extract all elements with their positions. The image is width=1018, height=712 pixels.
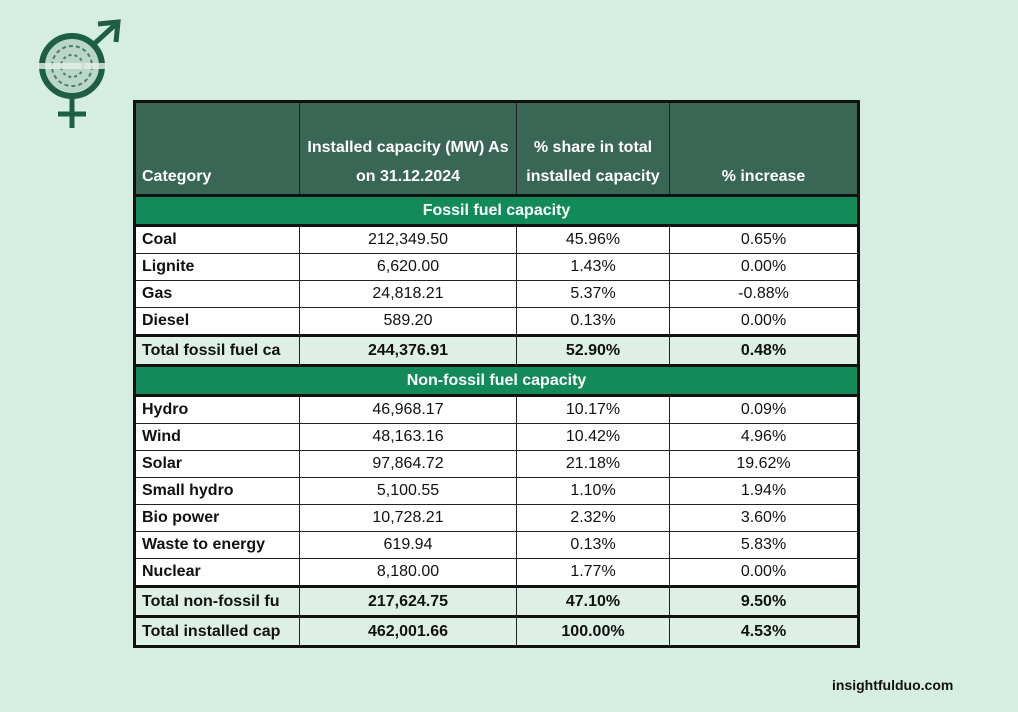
cell-increase: 5.83% <box>669 531 859 559</box>
cell-increase: 0.09% <box>669 395 859 424</box>
table-row: Coal 212,349.50 45.96% 0.65% <box>134 225 859 254</box>
cell-category: Solar <box>134 450 300 478</box>
table-row: Nuclear 8,180.00 1.77% 0.00% <box>134 558 859 587</box>
table-row: Small hydro 5,100.55 1.10% 1.94% <box>134 477 859 505</box>
cell-share: 45.96% <box>516 225 670 254</box>
cell-capacity: 24,818.21 <box>299 280 517 308</box>
cell-increase: 0.00% <box>669 307 859 336</box>
cell-increase: 4.53% <box>669 615 859 647</box>
cell-increase: 1.94% <box>669 477 859 505</box>
cell-share: 1.43% <box>516 253 670 281</box>
cell-share: 0.13% <box>516 531 670 559</box>
table-row: Bio power 10,728.21 2.32% 3.60% <box>134 504 859 532</box>
cell-share: 2.32% <box>516 504 670 532</box>
cell-share: 100.00% <box>516 615 670 647</box>
cell-increase: -0.88% <box>669 280 859 308</box>
cell-increase: 3.60% <box>669 504 859 532</box>
cell-category: Small hydro <box>134 477 300 505</box>
cell-capacity: 46,968.17 <box>299 395 517 424</box>
cell-increase: 9.50% <box>669 585 859 617</box>
website-watermark: insightfulduo.com <box>832 677 954 693</box>
table-row: Hydro 46,968.17 10.17% 0.09% <box>134 395 859 424</box>
cell-capacity: 10,728.21 <box>299 504 517 532</box>
capacity-table: Category Installed capacity (MW) As on 3… <box>133 100 860 648</box>
cell-capacity: 589.20 <box>299 307 517 336</box>
table-row: Wind 48,163.16 10.42% 4.96% <box>134 423 859 451</box>
cell-category: Nuclear <box>134 558 300 587</box>
cell-capacity: 6,620.00 <box>299 253 517 281</box>
cell-increase: 0.65% <box>669 225 859 254</box>
cell-share: 1.10% <box>516 477 670 505</box>
cell-category: Diesel <box>134 307 300 336</box>
cell-category: Total non-fossil fu <box>134 585 300 617</box>
cell-capacity: 217,624.75 <box>299 585 517 617</box>
cell-category: Total installed cap <box>134 615 300 647</box>
cell-increase: 0.00% <box>669 558 859 587</box>
cell-category: Coal <box>134 225 300 254</box>
cell-increase: 19.62% <box>669 450 859 478</box>
cell-capacity: 5,100.55 <box>299 477 517 505</box>
cell-capacity: 244,376.91 <box>299 334 517 366</box>
cell-increase: 4.96% <box>669 423 859 451</box>
subtotal-row: Total fossil fuel ca 244,376.91 52.90% 0.48… <box>134 334 859 366</box>
cell-share: 1.77% <box>516 558 670 587</box>
section-header: Fossil fuel capacity <box>134 194 859 227</box>
cell-category: Lignite <box>134 253 300 281</box>
cell-share: 0.13% <box>516 307 670 336</box>
header-share: % share in total installed capacity <box>516 101 670 196</box>
cell-share: 10.17% <box>516 395 670 424</box>
table-row: Solar 97,864.72 21.18% 19.62% <box>134 450 859 478</box>
section-title: Fossil fuel capacity <box>134 194 859 227</box>
subtotal-row: Total non-fossil fu 217,624.75 47.10% 9.50% <box>134 585 859 617</box>
cell-category: Waste to energy <box>134 531 300 559</box>
table-row: Waste to energy 619.94 0.13% 5.83% <box>134 531 859 559</box>
cell-category: Gas <box>134 280 300 308</box>
table-row: Lignite 6,620.00 1.43% 0.00% <box>134 253 859 281</box>
cell-category: Hydro <box>134 395 300 424</box>
cell-share: 21.18% <box>516 450 670 478</box>
header-capacity: Installed capacity (MW) As on 31.12.2024 <box>299 101 517 196</box>
cell-capacity: 48,163.16 <box>299 423 517 451</box>
cell-increase: 0.48% <box>669 334 859 366</box>
cell-increase: 0.00% <box>669 253 859 281</box>
cell-category: Total fossil fuel ca <box>134 334 300 366</box>
header-category: Category <box>134 101 300 196</box>
header-increase: % increase <box>669 101 859 196</box>
table-row: Gas 24,818.21 5.37% -0.88% <box>134 280 859 308</box>
cell-share: 47.10% <box>516 585 670 617</box>
table-row: Diesel 589.20 0.13% 0.00% <box>134 307 859 336</box>
cell-share: 52.90% <box>516 334 670 366</box>
cell-category: Bio power <box>134 504 300 532</box>
cell-share: 5.37% <box>516 280 670 308</box>
cell-share: 10.42% <box>516 423 670 451</box>
section-title: Non-fossil fuel capacity <box>134 364 859 397</box>
cell-capacity: 212,349.50 <box>299 225 517 254</box>
grand-total-row: Total installed cap 462,001.66 100.00% 4.53… <box>134 615 859 647</box>
cell-capacity: 8,180.00 <box>299 558 517 587</box>
section-header: Non-fossil fuel capacity <box>134 364 859 397</box>
cell-capacity: 619.94 <box>299 531 517 559</box>
cell-capacity: 462,001.66 <box>299 615 517 647</box>
table-header: Category Installed capacity (MW) As on 3… <box>134 101 859 196</box>
gender-symbol-logo-icon <box>38 19 121 128</box>
cell-category: Wind <box>134 423 300 451</box>
cell-capacity: 97,864.72 <box>299 450 517 478</box>
